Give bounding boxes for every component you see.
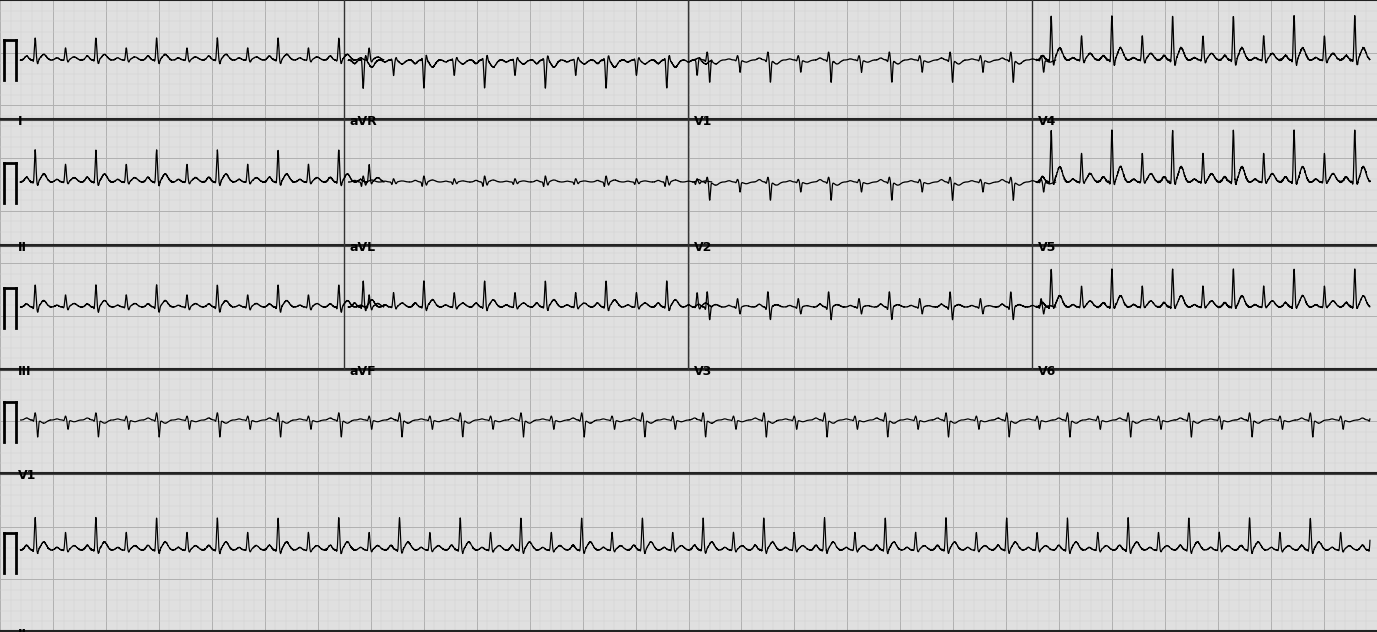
- Text: I: I: [18, 115, 22, 128]
- Text: III: III: [18, 365, 32, 378]
- Text: II: II: [18, 241, 28, 254]
- Text: II: II: [18, 628, 28, 632]
- Text: V2: V2: [694, 241, 712, 254]
- Text: V5: V5: [1038, 241, 1056, 254]
- Text: V6: V6: [1038, 365, 1056, 378]
- Text: V1: V1: [18, 469, 36, 482]
- Text: aVF: aVF: [350, 365, 377, 378]
- Text: V1: V1: [694, 115, 712, 128]
- Text: V3: V3: [694, 365, 712, 378]
- Text: aVR: aVR: [350, 115, 377, 128]
- Text: V4: V4: [1038, 115, 1056, 128]
- Text: aVL: aVL: [350, 241, 376, 254]
